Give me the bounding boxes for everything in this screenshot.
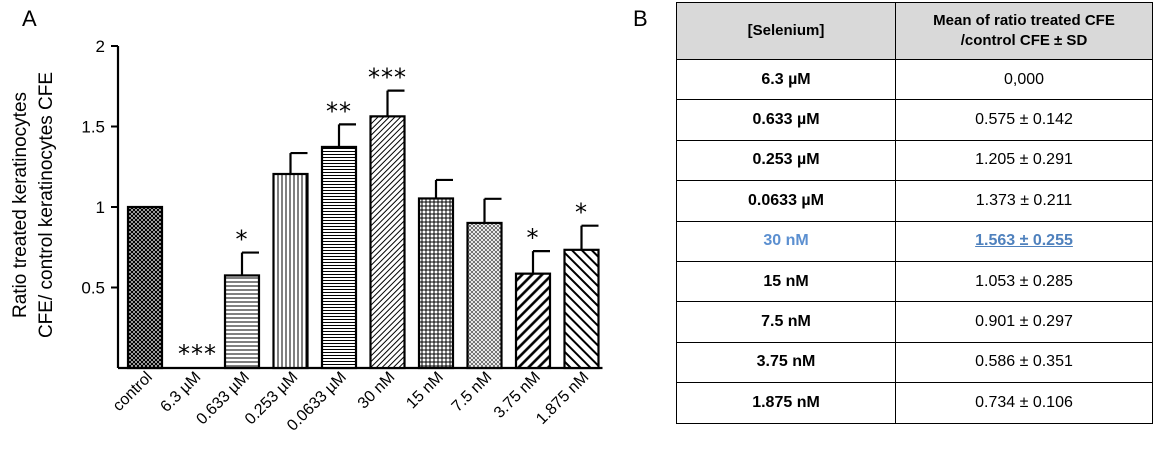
significance-marker: * xyxy=(236,226,249,254)
panel-a-label: A xyxy=(22,6,37,31)
table-cell-mean-ratio: 1.205 ± 0.291 xyxy=(895,139,1153,182)
table-cell-concentration: 3.75 nM xyxy=(676,341,896,384)
significance-marker: *** xyxy=(368,64,407,92)
x-tick-label: 6.3 µM xyxy=(157,369,204,416)
table-row: 0.633 µM 0.575 ± 0.142 xyxy=(676,99,1153,141)
y-tick-label: 1 xyxy=(96,198,105,217)
y-tick-label: 1.5 xyxy=(81,118,105,137)
table-cell-mean-ratio: 0.586 ± 0.351 xyxy=(895,341,1153,384)
table-cell-concentration: 0.633 µM xyxy=(676,99,896,141)
table-cell-concentration: 30 nM xyxy=(676,220,896,262)
y-tick-label: 0.5 xyxy=(81,279,105,298)
table-row: 15 nM 1.053 ± 0.285 xyxy=(676,260,1153,303)
significance-marker: *** xyxy=(178,340,217,368)
table-cell-concentration: 7.5 nM xyxy=(676,301,896,343)
table-row: 0.253 µM 1.205 ± 0.291 xyxy=(676,139,1153,182)
header-mean-line2: /control CFE ± SD xyxy=(960,32,1088,49)
bar xyxy=(369,115,406,370)
header-mean-line1: Mean of ratio treated CFE xyxy=(933,12,1115,29)
table-row: 1.875 nM 0.734 ± 0.106 xyxy=(676,382,1153,424)
table-row: 30 nM 1.563 ± 0.255 xyxy=(676,220,1153,262)
table-cell-concentration: 0.253 µM xyxy=(676,139,896,182)
y-axis-label-line2: CFE/ control keratinocytes CFE xyxy=(36,72,57,338)
y-axis-label-line1: Ratio treated keratinocytes xyxy=(10,92,31,318)
bar xyxy=(466,221,503,370)
x-tick-label: 1.875 nM xyxy=(533,369,592,428)
bar xyxy=(272,172,309,370)
y-tick-label: 2 xyxy=(96,37,105,56)
table-cell-concentration: 6.3 µM xyxy=(676,58,896,101)
table-cell-concentration: 0.0633 µM xyxy=(676,180,896,222)
table-cell-mean-ratio: 1.373 ± 0.211 xyxy=(895,180,1153,222)
significance-marker: * xyxy=(575,199,588,227)
bar xyxy=(417,197,455,370)
table-row: 3.75 nM 0.586 ± 0.351 xyxy=(676,341,1153,384)
panel-b-label: B xyxy=(633,6,648,31)
bar xyxy=(223,274,261,370)
table-cell-mean-ratio: 0,000 xyxy=(895,58,1153,101)
bar-chart: 0.5 1 1.5 2 Ratio treated keratinocytes CFE/ … xyxy=(10,37,603,435)
table-cell-mean-ratio: 1.563 ± 0.255 xyxy=(895,220,1153,262)
table-cell-mean-ratio: 0.734 ± 0.106 xyxy=(895,382,1153,424)
bar xyxy=(563,248,600,370)
significance-marker: * xyxy=(527,224,540,252)
bar xyxy=(514,272,552,370)
table-cell-concentration: 1.875 nM xyxy=(676,382,896,424)
bar xyxy=(320,145,358,370)
x-tick-label: control xyxy=(110,369,156,415)
x-tick-label: 7.5 nM xyxy=(449,369,496,416)
x-tick-label: 30 nM xyxy=(355,369,398,412)
header-selenium: [Selenium] xyxy=(676,2,896,60)
bars xyxy=(126,89,600,370)
table-cell-mean-ratio: 0.575 ± 0.142 xyxy=(895,99,1153,141)
significance-marker: ** xyxy=(326,97,352,125)
table-row: 6.3 µM 0,000 xyxy=(676,58,1153,101)
bar xyxy=(126,205,164,370)
table-row: 0.0633 µM 1.373 ± 0.211 xyxy=(676,180,1153,222)
x-tick-label: 15 nM xyxy=(403,369,446,412)
table-cell-mean-ratio: 1.053 ± 0.285 xyxy=(895,260,1153,303)
table-cell-mean-ratio: 0.901 ± 0.297 xyxy=(895,301,1153,343)
table-cell-concentration: 15 nM xyxy=(676,260,896,303)
results-table: [Selenium] Mean of ratio treated CFE /co… xyxy=(676,2,1153,424)
table-row: 7.5 nM 0.901 ± 0.297 xyxy=(676,301,1153,343)
header-mean-ratio: Mean of ratio treated CFE /control CFE ±… xyxy=(895,2,1153,60)
table-header-row: [Selenium] Mean of ratio treated CFE /co… xyxy=(676,2,1153,60)
